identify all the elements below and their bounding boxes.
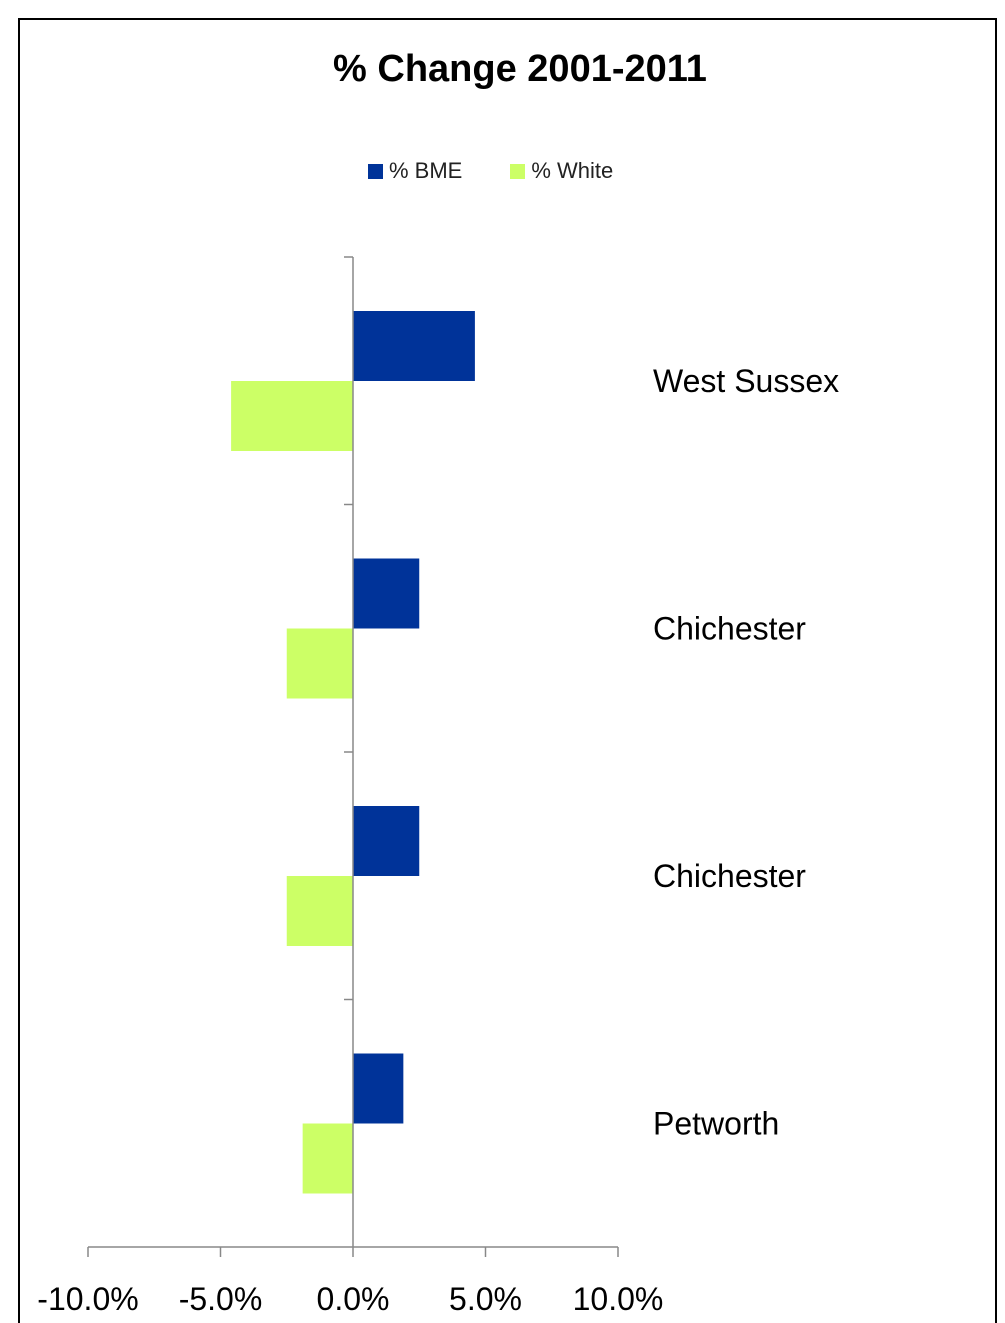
legend-swatch-white bbox=[510, 163, 526, 179]
bar-bme bbox=[353, 311, 475, 381]
category-label: Chichester bbox=[653, 611, 806, 647]
legend: % BME % White bbox=[368, 158, 661, 184]
bar-white bbox=[286, 628, 353, 699]
legend-label-bme: % BME bbox=[389, 158, 463, 183]
legend-item-bme: % BME bbox=[368, 158, 462, 184]
category-label: Petworth bbox=[653, 1106, 779, 1142]
legend-label-white: % White bbox=[531, 158, 614, 183]
x-tick-label: 0.0% bbox=[317, 1281, 390, 1317]
x-tick-label: -10.0% bbox=[37, 1281, 138, 1317]
legend-swatch-bme bbox=[368, 163, 383, 179]
chart-frame bbox=[18, 18, 997, 1323]
x-tick-label: 5.0% bbox=[449, 1281, 522, 1317]
x-tick-label: 10.0% bbox=[573, 1281, 664, 1317]
x-tick-label: -5.0% bbox=[179, 1281, 263, 1317]
bar-white bbox=[302, 1123, 353, 1194]
bar-white bbox=[286, 876, 353, 946]
bar-white bbox=[231, 381, 353, 451]
category-label: West Sussex bbox=[653, 363, 839, 399]
legend-item-white: % White bbox=[510, 158, 613, 184]
bar-bme bbox=[353, 558, 420, 629]
bar-bme bbox=[353, 1053, 404, 1124]
bar-bme bbox=[353, 806, 420, 876]
chart-title: % Change 2001-2011 bbox=[333, 48, 707, 90]
category-label: Chichester bbox=[653, 858, 806, 894]
